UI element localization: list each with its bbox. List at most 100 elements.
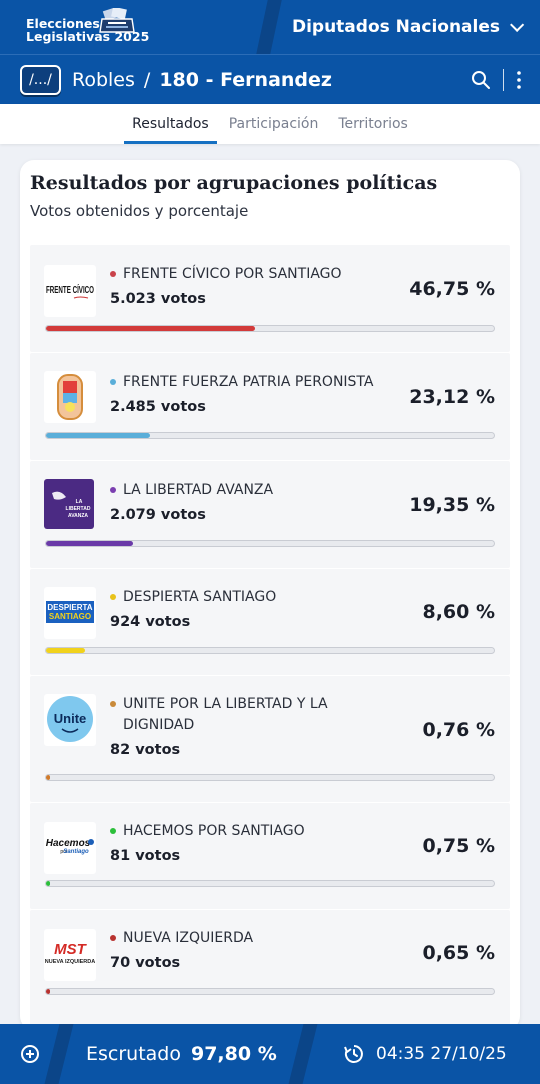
scrutiny-value: 97,80 %	[190, 1043, 277, 1065]
despierta-santiago-logo: DESPIERTA SANTIAGO	[44, 587, 96, 639]
party-color-dot	[110, 487, 116, 493]
breadcrumb-separator: /	[143, 68, 151, 91]
party-row[interactable]: Hacemos por Santiago HACEMOS POR SANTIAG…	[30, 803, 510, 909]
party-percentage: 0,76 %	[422, 719, 495, 741]
breadcrumb-back-button[interactable]: /.../	[20, 64, 61, 95]
party-name: FRENTE CÍVICO POR SANTIAGO	[123, 266, 342, 282]
nueva-izquierda-logo: MST NUEVA IZQUIERDA	[44, 929, 96, 981]
brand-line2: Legislativas 2025	[26, 29, 150, 44]
party-name: FRENTE FUERZA PATRIA PERONISTA	[123, 374, 374, 390]
party-progress-fill	[46, 433, 150, 438]
logo-text: por	[60, 849, 68, 855]
party-percentage: 23,12 %	[409, 386, 495, 408]
results-title: Resultados por agrupaciones políticas	[30, 172, 438, 194]
logo-text: Hacemos	[46, 838, 91, 849]
logo-text: SANTIAGO	[49, 612, 91, 621]
party-progress-bar	[45, 540, 495, 547]
party-name: UNITE POR LA LIBERTAD Y LA DIGNIDAD	[123, 696, 328, 733]
party-progress-fill	[46, 648, 85, 653]
party-row[interactable]: MST NUEVA IZQUIERDA NUEVA IZQUIERDA 70 v…	[30, 910, 510, 1030]
party-votes: 2.079 votos	[110, 507, 206, 523]
tab-territorios[interactable]: Territorios	[338, 116, 408, 132]
party-progress-bar	[45, 774, 495, 781]
party-row[interactable]: FRENTE FUERZA PATRIA PERONISTA 2.485 vot…	[30, 353, 510, 460]
breadcrumb: /.../ Robles / 180 - Fernandez	[0, 54, 540, 104]
search-icon[interactable]	[471, 70, 491, 90]
party-votes: 2.485 votos	[110, 399, 206, 415]
logo-text: Unite	[54, 711, 87, 726]
party-row[interactable]: DESPIERTA SANTIAGO DESPIERTA SANTIAGO 92…	[30, 569, 510, 675]
actions-divider	[503, 69, 504, 91]
brand-logo[interactable]: Elecciones Legislativas 2025	[26, 17, 149, 43]
hacemos-por-santiago-logo: Hacemos por Santiago	[44, 822, 96, 874]
add-icon[interactable]	[21, 1045, 39, 1063]
logo-text: NUEVA IZQUIERDA	[45, 959, 95, 965]
party-progress-bar	[45, 432, 495, 439]
party-votes: 924 votos	[110, 614, 191, 630]
logo-text: AVANZA	[68, 513, 88, 519]
party-color-dot	[110, 701, 116, 707]
party-row[interactable]: FRENTE CÍVICO FRENTE CÍVICO POR SANTIAGO…	[30, 245, 510, 352]
tab-bar: Resultados Participación Territorios	[0, 104, 540, 144]
party-percentage: 8,60 %	[422, 601, 495, 623]
status-bar: Escrutado 97,80 % 04:35 27/10/25	[0, 1024, 540, 1084]
election-type-label: Diputados Nacionales	[291, 17, 500, 37]
status-divider	[288, 1024, 318, 1084]
party-progress-fill	[46, 326, 256, 331]
app-header: Elecciones Legislativas 2025 Diputados N…	[0, 0, 540, 54]
party-color-dot	[110, 594, 116, 600]
party-progress-bar	[45, 880, 495, 887]
tab-resultados[interactable]: Resultados	[124, 104, 217, 144]
header-divider	[256, 0, 282, 54]
frente-civico-logo: FRENTE CÍVICO	[44, 265, 96, 317]
party-progress-fill	[46, 881, 51, 886]
party-row[interactable]: LA LIBERTAD AVANZA LA LIBERTAD AVANZA 2.…	[30, 461, 510, 568]
party-percentage: 46,75 %	[409, 278, 495, 300]
logo-text: Santiago	[63, 849, 89, 855]
logo-text: DESPIERTA	[47, 603, 92, 612]
party-color-dot	[110, 271, 116, 277]
party-color-dot	[110, 379, 116, 385]
party-name: LA LIBERTAD AVANZA	[123, 482, 274, 498]
party-row[interactable]: Unite UNITE POR LA LIBERTAD Y LA DIGNIDA…	[30, 676, 510, 802]
breadcrumb-current: 180 - Fernandez	[159, 68, 332, 91]
tab-participacion[interactable]: Participación	[228, 116, 319, 132]
party-progress-bar	[45, 647, 495, 654]
election-type-selector[interactable]: Diputados Nacionales	[291, 0, 525, 54]
logo-text: FRENTE CÍVICO	[46, 283, 94, 296]
refresh-clock-icon[interactable]	[344, 1044, 364, 1064]
brand-line1: Elecciones	[26, 16, 100, 31]
party-name: DESPIERTA SANTIAGO	[123, 589, 277, 605]
more-options-icon[interactable]	[516, 70, 522, 90]
party-name: NUEVA IZQUIERDA	[123, 930, 254, 946]
unite-logo: Unite	[44, 694, 96, 746]
party-name: HACEMOS POR SANTIAGO	[123, 823, 305, 839]
scrutiny-status: Escrutado 97,80 %	[86, 1024, 277, 1084]
party-progress-bar	[45, 988, 495, 995]
party-votes: 70 votos	[110, 955, 181, 971]
party-votes: 82 votos	[110, 742, 181, 758]
party-percentage: 0,65 %	[422, 942, 495, 964]
results-card: Resultados por agrupaciones políticas Vo…	[20, 160, 520, 1030]
logo-text: MST	[54, 941, 88, 958]
party-percentage: 19,35 %	[409, 494, 495, 516]
party-color-dot	[110, 828, 116, 834]
timestamp: 04:35 27/10/25	[376, 1044, 507, 1064]
last-update: 04:35 27/10/25	[344, 1024, 507, 1084]
breadcrumb-level[interactable]: Robles	[72, 68, 135, 91]
status-divider	[44, 1024, 74, 1084]
party-progress-fill	[46, 989, 51, 994]
party-votes: 81 votos	[110, 848, 181, 864]
party-progress-fill	[46, 775, 51, 780]
results-subtitle: Votos obtenidos y porcentaje	[30, 202, 249, 220]
la-libertad-avanza-logo: LA LIBERTAD AVANZA	[44, 479, 94, 529]
party-color-dot	[110, 935, 116, 941]
party-progress-bar	[45, 325, 495, 332]
party-percentage: 0,75 %	[422, 835, 495, 857]
party-votes: 5.023 votos	[110, 291, 206, 307]
scrutiny-label: Escrutado	[86, 1043, 181, 1065]
logo-text: LA	[76, 499, 83, 505]
party-progress-fill	[46, 541, 133, 546]
frente-fuerza-patria-logo	[44, 371, 96, 423]
chevron-down-icon	[510, 17, 525, 32]
